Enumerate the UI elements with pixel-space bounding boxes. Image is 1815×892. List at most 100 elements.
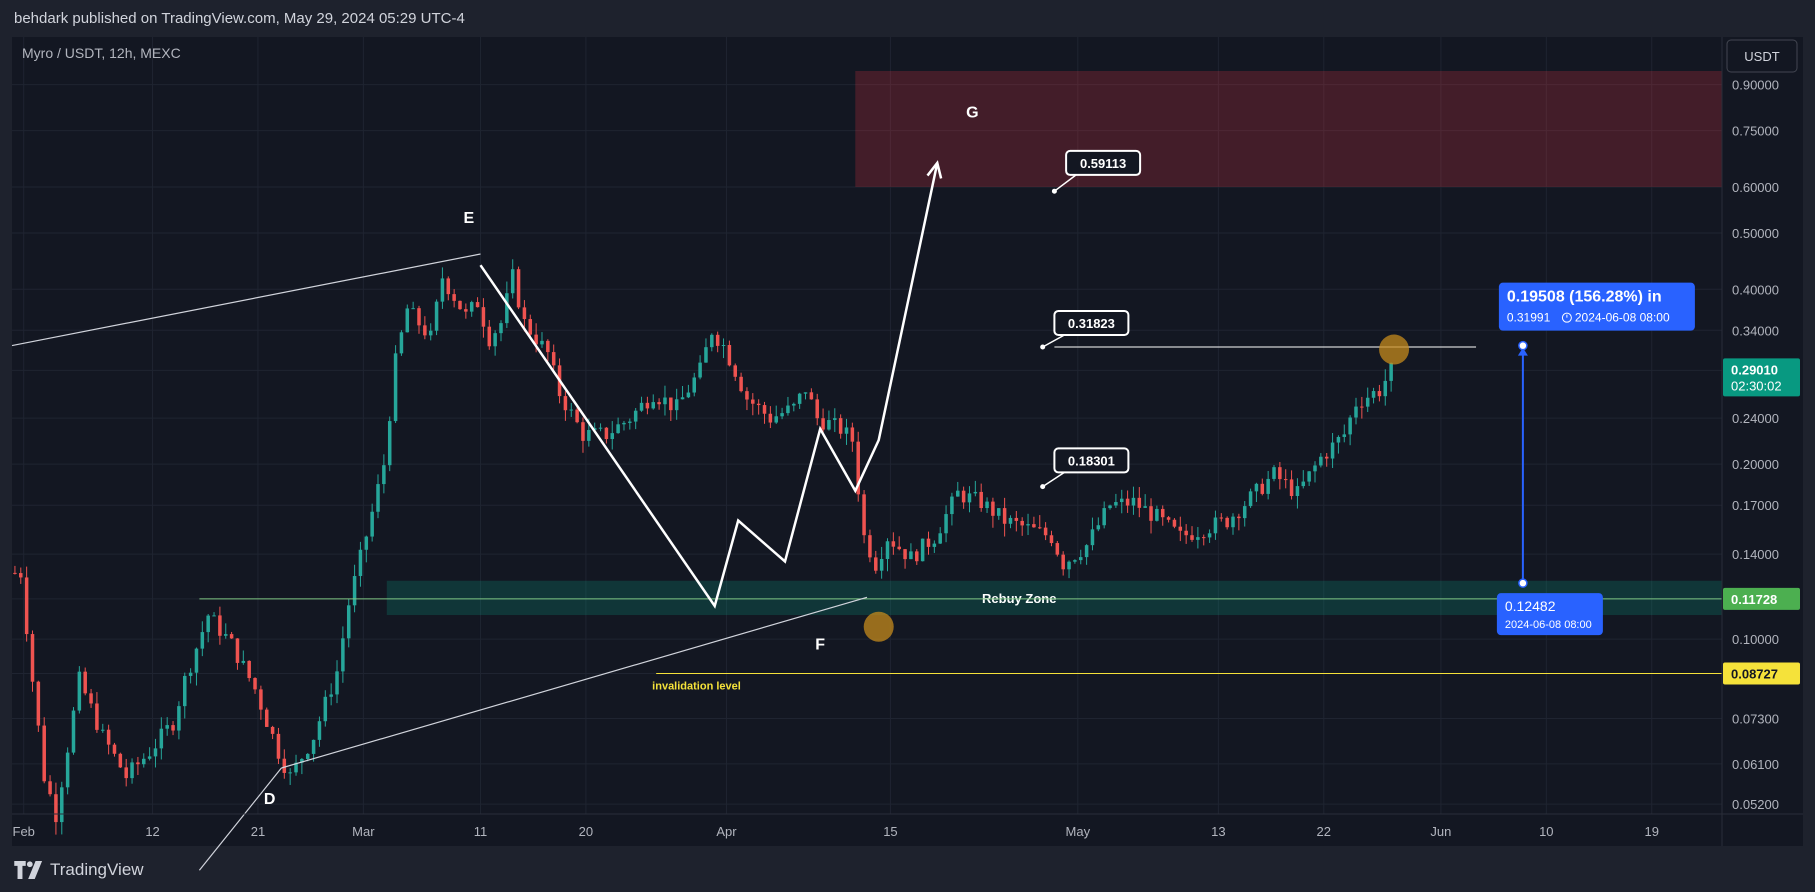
candle-body (223, 634, 228, 636)
candle-body (101, 729, 105, 731)
candle-up (1196, 527, 1200, 549)
price-range-measure[interactable]: 0.19508 (156.28%) in 0.31991 2024-06-08 08… (1496, 282, 1695, 636)
candle-up (1114, 493, 1118, 508)
price-callout[interactable]: 0.18301 (1040, 447, 1130, 490)
candle-down (1061, 551, 1065, 576)
candle-up (803, 392, 808, 400)
candle-body (147, 756, 152, 759)
candle-body (1096, 525, 1101, 530)
candle-up (1254, 482, 1259, 502)
candle-down (856, 431, 860, 502)
candle-down (136, 756, 140, 776)
candle-body (411, 308, 415, 310)
candle-down (1219, 513, 1224, 522)
chart-pane[interactable] (12, 37, 1722, 846)
candle-up (1026, 513, 1030, 536)
candle-up (1365, 387, 1370, 413)
candle-up (774, 405, 778, 424)
time-tick-label: 11 (474, 824, 488, 839)
candle-body (774, 416, 778, 423)
candle-body (42, 725, 46, 782)
candle-up (1067, 560, 1071, 579)
candle-up (721, 338, 726, 359)
candle-up (352, 564, 357, 613)
candle-down (809, 388, 814, 400)
candle-up (428, 323, 433, 341)
candle-up (1319, 453, 1323, 468)
time-tick-label: 13 (1211, 824, 1225, 839)
candle-body (259, 689, 263, 710)
candle-up (493, 330, 497, 356)
candle-body (710, 334, 714, 348)
candle-body (376, 484, 380, 512)
candle-down (229, 631, 234, 639)
candle-up (674, 388, 679, 420)
candle-body (1166, 517, 1171, 520)
callout-box (1053, 309, 1130, 336)
measure-start-dot (1518, 578, 1528, 588)
candle-body (136, 762, 140, 765)
candle-up (833, 408, 837, 433)
price-tick-label: 0.90000 (1732, 78, 1779, 93)
candle-body (692, 377, 696, 393)
candle-body (212, 615, 216, 617)
candle-body (458, 300, 462, 310)
candle-down (903, 548, 907, 569)
target-zone (855, 71, 1722, 187)
tradingview-logo[interactable]: TradingView (14, 860, 144, 880)
currency-button[interactable]: USDT (1726, 39, 1798, 73)
candle-up (1313, 461, 1317, 483)
candle-up (633, 407, 638, 430)
callout-anchor-dot (1040, 484, 1046, 490)
candle-up (335, 660, 339, 704)
candle-down (112, 742, 117, 757)
candle-up (376, 474, 380, 519)
candle-down (1032, 516, 1036, 528)
candle-down (1178, 516, 1183, 542)
measure-change: 0.19508 (156.28%) in (1507, 289, 1662, 306)
time-tick-label: 21 (251, 824, 265, 839)
callout-text: 0.59113 (1080, 156, 1126, 171)
candle-down (751, 393, 755, 416)
price-callout[interactable]: 0.59113 (1051, 149, 1142, 194)
candle-down (458, 300, 462, 310)
candle-body (183, 675, 187, 707)
candle-body (1160, 508, 1165, 518)
price-callout[interactable]: 0.31823 (1040, 309, 1130, 350)
price-tick-label: 0.17000 (1732, 498, 1779, 513)
candle-down (1172, 518, 1177, 529)
candle-up (159, 717, 164, 760)
candle-up (300, 758, 304, 775)
candle-down (1278, 461, 1282, 490)
candle-body (1149, 506, 1153, 521)
candle-body (1248, 491, 1253, 507)
candle-body (581, 422, 585, 441)
candle-up (879, 546, 884, 579)
candle-down (563, 391, 568, 421)
price-tick-label: 0.06100 (1732, 757, 1779, 772)
candle-body (604, 427, 609, 440)
candle-body (1131, 497, 1136, 506)
candle-down (1260, 478, 1265, 496)
candle-body (352, 576, 357, 606)
candle-body (493, 333, 497, 347)
price-label-value: 0.11728 (1731, 592, 1777, 607)
candle-down (1137, 487, 1142, 518)
candle-body (434, 301, 439, 331)
candle-up (329, 683, 333, 706)
price-axis-pane[interactable] (1722, 37, 1803, 846)
candle-body (505, 293, 509, 324)
candle-body (65, 752, 70, 788)
candle-body (1324, 456, 1329, 459)
candle-body (633, 410, 638, 422)
candle-down (19, 567, 23, 584)
candle-up (1231, 513, 1235, 535)
candle-down (1125, 490, 1130, 513)
candle-body (469, 302, 474, 312)
candle-down (1289, 470, 1294, 500)
candle-down (270, 725, 275, 740)
trend-line (281, 596, 868, 769)
candle-body (428, 330, 433, 336)
